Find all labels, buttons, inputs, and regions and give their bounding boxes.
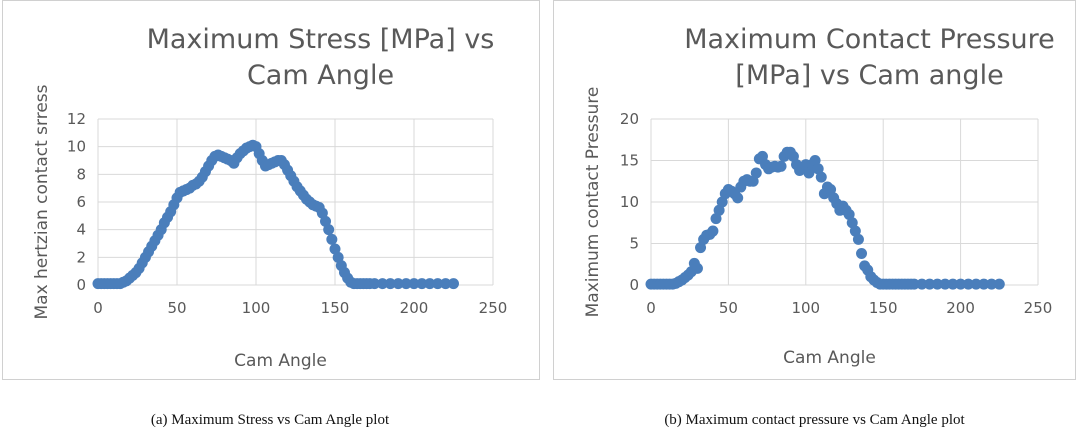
data-point	[416, 278, 428, 290]
data-point	[856, 247, 868, 259]
data-point	[732, 192, 744, 204]
y-tick-label: 6	[76, 193, 86, 211]
data-point	[803, 167, 815, 179]
x-tick-label: 0	[646, 299, 656, 317]
x-tick-label: 100	[242, 299, 271, 317]
y-tick-label: 0	[629, 276, 639, 294]
data-point	[947, 278, 959, 290]
x-tick-label: 100	[791, 299, 820, 317]
data-point	[955, 278, 967, 290]
data-point	[400, 278, 412, 290]
data-point	[323, 224, 335, 236]
data-point	[908, 278, 920, 290]
x-tick-label: 250	[479, 299, 508, 317]
data-point	[986, 278, 998, 290]
y-axis-title: Max hertzian contact srress	[32, 84, 52, 319]
x-axis-title: Cam Angle	[234, 351, 327, 371]
data-point	[432, 278, 444, 290]
data-point	[376, 278, 388, 290]
data-point	[775, 160, 787, 172]
x-tick-label: 250	[1024, 299, 1053, 317]
y-tick-label: 5	[629, 235, 639, 253]
y-tick-label: 10	[67, 138, 86, 156]
chart-panel-b: Maximum Contact Pressure [MPa] vs Cam ang…	[553, 0, 1076, 380]
data-point	[939, 278, 951, 290]
x-tick-label: 150	[869, 299, 898, 317]
data-point	[691, 262, 703, 274]
data-point	[408, 278, 420, 290]
data-point	[825, 184, 837, 196]
caption-a: (a) Maximum Stress vs Cam Angle plot	[150, 412, 390, 428]
data-point	[329, 243, 341, 255]
x-tick-label: 50	[719, 299, 738, 317]
data-point	[710, 213, 722, 225]
data-point	[787, 150, 799, 162]
data-point	[316, 207, 328, 219]
chart-panel-a: Maximum Stress [MPa] vs Cam Angle 0 50 100 15…	[2, 0, 540, 380]
data-point	[440, 278, 452, 290]
y-tick-label: 10	[620, 193, 639, 211]
data-point	[747, 175, 759, 187]
y-tick-label: 20	[620, 110, 639, 128]
y-tick-label: 12	[67, 110, 86, 128]
data-point	[931, 278, 943, 290]
data-point	[326, 233, 338, 245]
x-tick-label: 200	[946, 299, 975, 317]
data-point	[424, 278, 436, 290]
data-point	[812, 163, 824, 175]
x-axis-title: Cam Angle	[783, 348, 876, 368]
data-point	[846, 217, 858, 229]
y-tick-label: 8	[76, 165, 86, 183]
data-point	[332, 251, 344, 263]
caption-b: (b) Maximum contact pressure vs Cam Angl…	[664, 412, 965, 428]
data-point	[716, 196, 728, 208]
data-point	[993, 278, 1005, 290]
data-point	[448, 278, 459, 290]
data-point	[809, 155, 821, 166]
data-point	[843, 208, 855, 220]
y-tick-label: 15	[620, 152, 639, 170]
y-axis-title: Maximum contact Pressure	[583, 87, 603, 318]
data-point	[924, 278, 936, 290]
data-point	[713, 204, 725, 216]
data-point	[392, 278, 404, 290]
chart-title-line: Cam Angle	[247, 60, 394, 91]
data-point	[916, 278, 928, 290]
chart-title-line: Maximum Stress [MPa] vs	[147, 24, 495, 55]
chart-title-line: [MPa] vs Cam angle	[735, 60, 1003, 91]
y-tick-label: 0	[76, 276, 86, 294]
data-point	[852, 233, 864, 245]
x-tick-label: 200	[400, 299, 429, 317]
x-tick-label: 0	[93, 299, 103, 317]
y-tick-label: 2	[76, 248, 86, 266]
data-point	[384, 278, 396, 290]
data-point	[815, 171, 827, 183]
data-point	[849, 225, 861, 237]
x-tick-label: 50	[167, 299, 186, 317]
data-point	[756, 150, 768, 162]
data-point	[962, 278, 974, 290]
data-point	[750, 167, 762, 179]
data-point	[695, 242, 707, 254]
y-tick-label: 4	[76, 221, 86, 239]
data-point	[978, 278, 990, 290]
pressure-chart: Maximum Contact Pressure [MPa] vs Cam ang…	[583, 24, 1055, 368]
chart-title-line: Maximum Contact Pressure	[684, 24, 1055, 55]
data-point	[707, 225, 719, 237]
data-point	[369, 278, 380, 290]
data-point	[970, 278, 982, 290]
data-point	[320, 215, 332, 227]
x-tick-label: 150	[321, 299, 350, 317]
